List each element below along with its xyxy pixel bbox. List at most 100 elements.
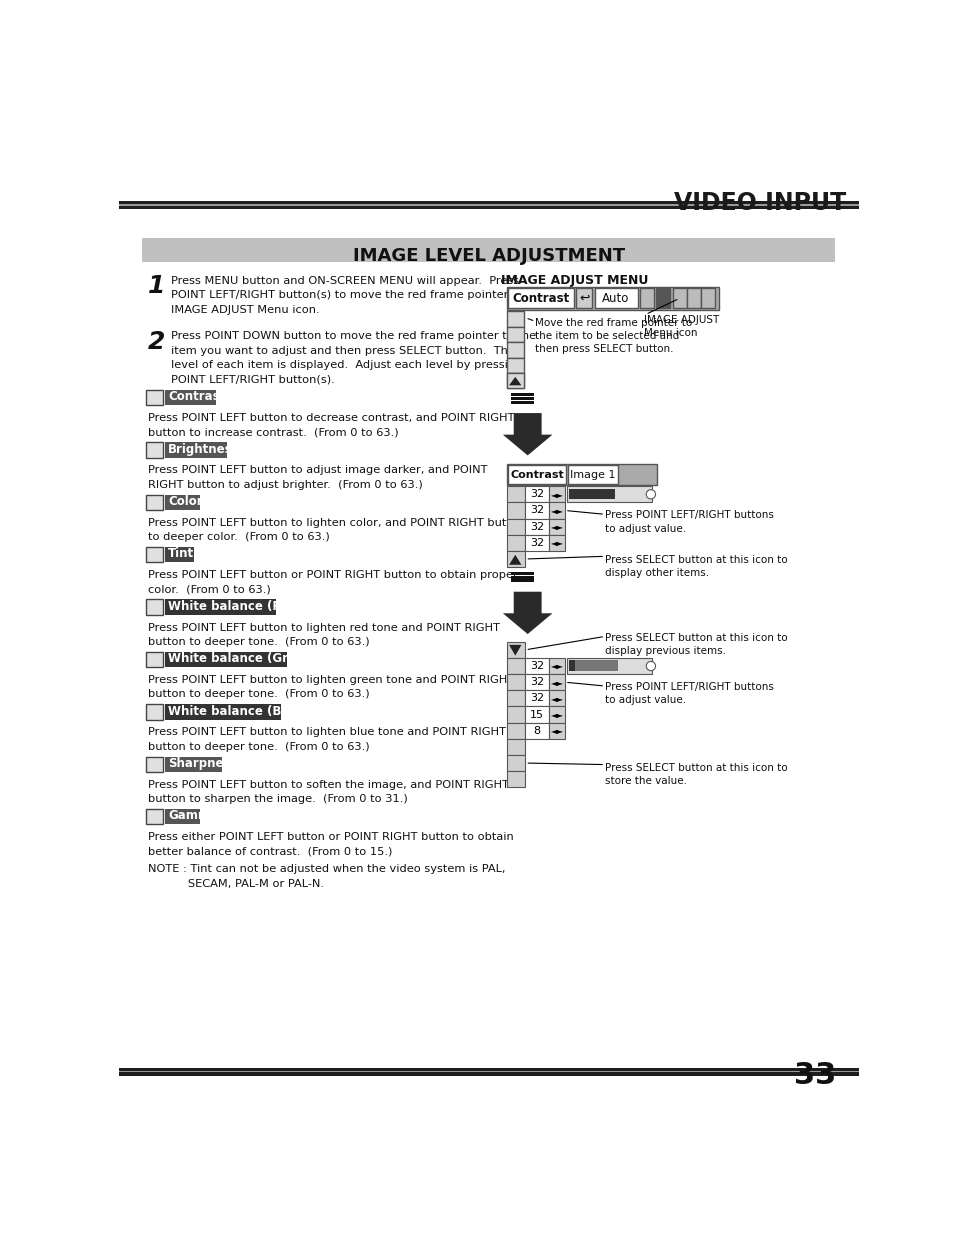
Text: Press SELECT button at this icon to
display other items.: Press SELECT button at this icon to disp… [604,555,787,578]
Text: Contrast: Contrast [512,291,569,305]
Bar [700,288,715,309]
Bar [146,495,163,510]
Bar [119,1072,858,1073]
Text: Press POINT LEFT button to lighten blue tone and POINT RIGHT
button to deeper to: Press POINT LEFT button to lighten blue … [148,727,505,752]
Bar [575,661,617,671]
Text: 2: 2 [148,330,165,354]
Bar [146,547,163,562]
Text: Press POINT LEFT button to soften the image, and POINT RIGHT
button to sharpen t: Press POINT LEFT button to soften the im… [148,779,508,804]
Bar [525,658,548,674]
Circle shape [645,490,655,499]
Text: ◄►: ◄► [550,678,563,687]
Text: Contrast: Contrast [510,469,563,479]
Text: Press POINT LEFT button to adjust image darker, and POINT
RIGHT button to adjust: Press POINT LEFT button to adjust image … [148,466,487,490]
Text: Gamma: Gamma [168,809,218,823]
Bar [146,652,163,667]
Bar [506,519,525,535]
Text: Press SELECT button at this icon to
store the value.: Press SELECT button at this icon to stor… [604,763,787,787]
Text: 15: 15 [530,710,543,720]
Bar [506,642,525,658]
Text: 32: 32 [529,677,543,687]
Text: ◄►: ◄► [550,694,563,703]
Bar [506,487,525,503]
Text: 33: 33 [793,1061,835,1089]
Polygon shape [509,645,521,656]
Bar [506,311,523,327]
Bar [549,503,564,519]
Bar [549,690,564,706]
Text: Brightness: Brightness [168,443,239,456]
Bar [506,771,525,787]
Bar [506,755,525,771]
Bar [119,206,858,209]
Bar [506,690,525,706]
Bar [549,519,564,535]
Text: 32: 32 [529,693,543,704]
Text: Press either POINT LEFT button or POINT RIGHT button to obtain
better balance of: Press either POINT LEFT button or POINT … [148,832,513,856]
Text: 1: 1 [148,274,165,299]
Text: IMAGE LEVEL ADJUSTMENT: IMAGE LEVEL ADJUSTMENT [353,247,624,264]
Bar [510,576,534,579]
Bar [119,1067,858,1072]
Bar [510,572,534,574]
Bar [165,704,281,720]
Bar [508,466,565,484]
Bar [506,327,523,342]
Polygon shape [509,377,521,385]
Bar [549,706,564,722]
Bar [686,288,700,309]
Text: Sharpness: Sharpness [168,757,237,769]
Text: ◄►: ◄► [550,490,563,499]
Bar [525,674,548,690]
Bar [506,706,525,722]
Bar [567,658,652,674]
Bar [142,237,835,262]
Text: Press SELECT button at this icon to
display previous items.: Press SELECT button at this icon to disp… [604,632,787,656]
Bar [525,535,548,551]
Text: ◄►: ◄► [550,710,563,719]
Bar [525,706,548,722]
Text: Tint: Tint [168,547,194,561]
Bar [165,599,275,615]
Bar [506,373,523,389]
Text: 32: 32 [529,661,543,671]
Bar [525,487,548,503]
Bar [510,401,534,404]
Bar [165,809,199,824]
Bar [506,658,525,674]
Bar [506,674,525,690]
Polygon shape [502,592,552,634]
Text: Press MENU button and ON-SCREEN MENU will appear.  Press
POINT LEFT/RIGHT button: Press MENU button and ON-SCREEN MENU wil… [171,275,523,315]
Bar [510,579,534,583]
Text: 32: 32 [529,521,543,531]
Bar [165,547,194,562]
Text: Press POINT LEFT/RIGHT buttons
to adjust value.: Press POINT LEFT/RIGHT buttons to adjust… [604,510,773,534]
Bar [595,288,637,309]
Bar [525,519,548,535]
Text: Auto: Auto [601,291,629,305]
Bar [549,535,564,551]
Text: 32: 32 [529,537,543,548]
Text: Press POINT LEFT button to decrease contrast, and POINT RIGHT
button to increase: Press POINT LEFT button to decrease cont… [148,412,514,437]
Text: 8: 8 [533,726,540,736]
Bar [508,288,574,309]
Bar [506,722,525,739]
Bar [656,288,670,309]
Bar [525,722,548,739]
Bar [146,809,163,824]
Text: IMAGE ADJUST MENU: IMAGE ADJUST MENU [500,274,647,288]
Text: Press POINT LEFT button to lighten red tone and POINT RIGHT
button to deeper ton: Press POINT LEFT button to lighten red t… [148,622,499,647]
Text: IMAGE ADJUST
Menu icon: IMAGE ADJUST Menu icon [643,315,719,337]
Text: 32: 32 [529,489,543,499]
Text: ◄►: ◄► [550,662,563,671]
Bar [525,503,548,519]
Bar [165,442,227,458]
Text: Press POINT LEFT button to lighten green tone and POINT RIGHT
button to deeper t: Press POINT LEFT button to lighten green… [148,674,514,699]
Bar [146,599,163,615]
Text: Press POINT LEFT button to lighten color, and POINT RIGHT button
to deeper color: Press POINT LEFT button to lighten color… [148,517,524,542]
Text: ◄►: ◄► [550,538,563,547]
Bar [510,393,534,396]
Bar [165,652,286,667]
Bar [506,287,719,310]
Bar [506,358,523,373]
